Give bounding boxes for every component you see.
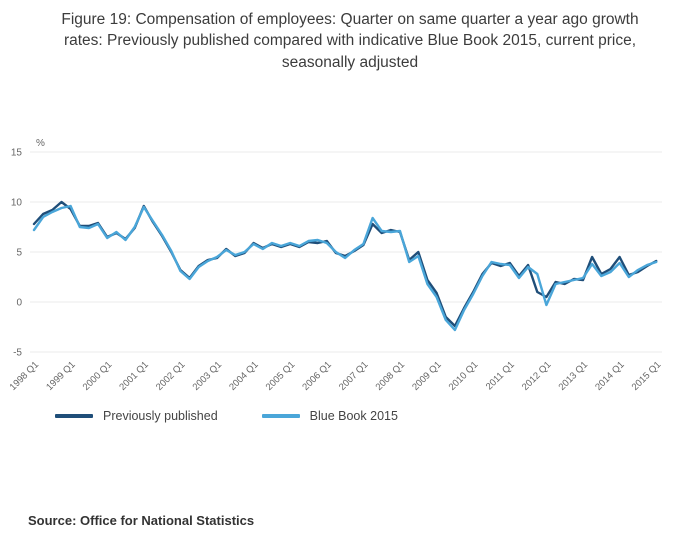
legend-label-previously-published: Previously published xyxy=(103,409,218,423)
legend-swatch-previously-published xyxy=(55,414,93,418)
x-tick-label: 2009 Q1 xyxy=(410,359,444,393)
x-tick-label: 2013 Q1 xyxy=(557,359,591,393)
x-tick-label: 2007 Q1 xyxy=(337,359,371,393)
x-tick-label: 2011 Q1 xyxy=(484,359,517,392)
x-tick-label: 1998 Q1 xyxy=(8,359,42,393)
x-tick-label: 2001 Q1 xyxy=(117,359,151,393)
x-tick-label: 2015 Q1 xyxy=(630,359,664,393)
x-tick-label: 2006 Q1 xyxy=(300,359,334,393)
y-axis-unit-label: % xyxy=(36,138,45,149)
legend-item-previously-published[interactable]: Previously published xyxy=(55,409,218,423)
y-tick-label: 0 xyxy=(16,298,22,309)
x-tick-label: 2000 Q1 xyxy=(81,359,115,393)
x-tick-label: 2010 Q1 xyxy=(447,359,481,393)
x-tick-label: 2003 Q1 xyxy=(191,359,225,393)
x-tick-label: 2014 Q1 xyxy=(593,359,627,393)
legend-swatch-blue-book-2015 xyxy=(261,414,300,418)
source-note: Source: Office for National Statistics xyxy=(28,513,255,528)
plot-area: % 15 10 5 0 -5 1998 Q1 1999 Q1 2000 Q1 2001 Q1 200… xyxy=(0,135,700,403)
x-tick-label: 2012 Q1 xyxy=(520,359,554,393)
y-tick-label: 15 xyxy=(11,148,23,159)
x-tick-label: 2005 Q1 xyxy=(264,359,298,393)
legend-label-blue-book-2015: Blue Book 2015 xyxy=(309,409,398,423)
series-line-blue-book-2015 xyxy=(32,204,658,332)
y-tick-label: -5 xyxy=(13,348,22,359)
legend: Previously published Blue Book 2015 xyxy=(55,409,398,423)
chart-title: Figure 19: Compensation of employees: Qu… xyxy=(61,11,639,71)
x-tick-label: 2008 Q1 xyxy=(374,359,408,393)
y-tick-label: 10 xyxy=(11,198,23,209)
x-tick-label: 2004 Q1 xyxy=(227,359,261,393)
x-tick-label: 2002 Q1 xyxy=(154,359,188,393)
x-tick-label: 1999 Q1 xyxy=(44,359,78,393)
series-line-previously-published xyxy=(32,200,658,328)
y-tick-label: 5 xyxy=(16,248,22,259)
legend-item-blue-book-2015[interactable]: Blue Book 2015 xyxy=(261,409,398,423)
